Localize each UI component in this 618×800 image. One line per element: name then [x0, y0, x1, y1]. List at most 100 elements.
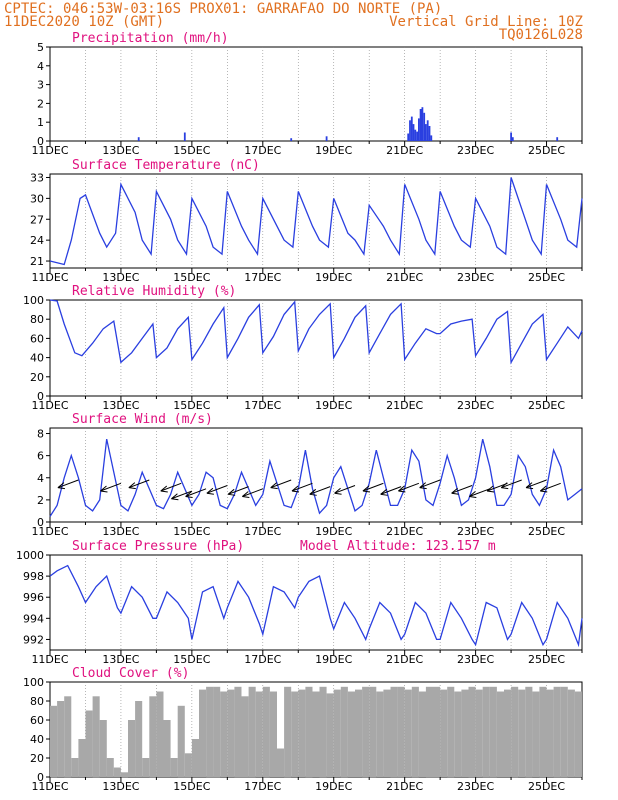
bar	[461, 689, 469, 777]
x-tick-label: 23DEC	[457, 144, 494, 157]
y-tick-label: 30	[30, 192, 44, 205]
bar	[137, 137, 140, 141]
wind-arrow-shaft	[171, 490, 193, 500]
y-tick-label: 996	[23, 591, 44, 604]
bar	[409, 120, 411, 141]
wind-arrow-shaft	[128, 479, 150, 489]
header: CPTEC: 046:53W-03:16S PROX01: GARRAFAO D…	[4, 1, 583, 43]
bar	[319, 686, 327, 778]
x-tick-label: 15DEC	[173, 780, 210, 793]
wind-arrow-head	[469, 491, 477, 499]
wind-arrow-head	[242, 491, 250, 499]
bar	[206, 686, 214, 778]
series-line	[49, 564, 583, 648]
x-tick-label: 15DEC	[173, 271, 210, 284]
bar	[183, 132, 186, 141]
wind-arrow-head	[171, 493, 179, 501]
wind-arrow-head	[57, 482, 65, 490]
bar	[447, 686, 455, 778]
x-tick-label: 17DEC	[244, 144, 281, 157]
wind-arrow-shaft	[540, 482, 561, 492]
bar	[325, 136, 328, 141]
x-tick-label: 23DEC	[457, 653, 494, 666]
bar	[411, 686, 419, 778]
bar	[407, 133, 410, 141]
y-tick-label: 2	[37, 494, 44, 507]
bar	[412, 124, 415, 141]
x-tick-label: 13DEC	[102, 653, 139, 666]
bar	[135, 701, 143, 777]
x-tick-label: 21DEC	[386, 780, 423, 793]
wind-arrow-shaft	[206, 485, 228, 494]
x-tick-label: 13DEC	[102, 399, 139, 412]
x-tick-label: 25DEC	[528, 525, 565, 538]
panel-title: Surface Wind (m/s)	[72, 412, 213, 427]
x-tick-label: 25DEC	[528, 653, 565, 666]
bar	[298, 689, 306, 777]
bar	[510, 132, 512, 141]
x-tick-label: 25DEC	[528, 144, 565, 157]
y-tick-label: 20	[30, 752, 44, 765]
y-tick-label: 0	[37, 516, 44, 529]
bar	[410, 116, 413, 141]
wind-arrow-head	[185, 491, 193, 499]
y-tick-label: 994	[23, 612, 44, 625]
bar	[163, 720, 171, 777]
x-tick-label: 21DEC	[386, 399, 423, 412]
bar	[262, 686, 270, 778]
x-tick-label: 25DEC	[528, 780, 565, 793]
wind-arrow-head	[398, 485, 406, 493]
wind-arrow-shaft	[185, 488, 207, 497]
bar	[78, 739, 86, 777]
panel-title: Relative Humidity (%)	[72, 284, 236, 299]
bar	[269, 691, 277, 777]
y-tick-label: 24	[30, 234, 44, 247]
x-tick-label: 17DEC	[244, 780, 281, 793]
wind-arrow-shaft	[227, 486, 249, 495]
bar	[128, 720, 136, 777]
panel-1: 0 1 2 3 4 5 11DEC 13DEC 15DEC 17DEC 19DEC 21DEC 23DE…	[31, 31, 583, 157]
x-tick-label: 23DEC	[457, 780, 494, 793]
y-tick-label: 33	[30, 171, 44, 184]
y-tick-label: 1000	[16, 549, 44, 562]
x-tick-label: 19DEC	[315, 653, 352, 666]
panel-5: 992 994 996 998 1000 11DEC 13DEC 15DEC 17DEC 19DE…	[16, 539, 583, 666]
panel-4: 0 2 4 6 8 11DEC 13DEC 15DEC 17DEC 19DEC 21DEC 23DEC…	[31, 412, 583, 538]
bar	[64, 696, 72, 778]
y-tick-label: 100	[23, 294, 44, 307]
wind-arrow-shaft	[291, 482, 313, 492]
series-line	[49, 299, 583, 365]
bar	[574, 691, 582, 777]
plot-frame	[49, 173, 583, 269]
bar	[220, 691, 228, 777]
y-tick-label: 3	[37, 79, 44, 92]
y-tick-label: 21	[30, 255, 44, 268]
plot-frame	[49, 427, 583, 523]
y-tick-label: 998	[23, 570, 44, 583]
x-tick-label: 17DEC	[244, 399, 281, 412]
bar	[482, 686, 490, 778]
wind-arrow-shaft	[242, 488, 263, 497]
x-tick-label: 15DEC	[173, 525, 210, 538]
wind-arrow-shaft	[100, 482, 122, 492]
bar	[333, 689, 341, 777]
x-tick-label: 21DEC	[386, 653, 423, 666]
x-tick-label: 23DEC	[457, 399, 494, 412]
y-tick-label: 5	[37, 41, 44, 54]
wind-arrow-head	[419, 482, 427, 490]
bar	[376, 691, 384, 777]
wind-arrow-head	[270, 482, 278, 490]
bar	[369, 686, 377, 778]
x-tick-label: 19DEC	[315, 144, 352, 157]
bar	[546, 689, 554, 777]
bar	[425, 686, 433, 778]
bar	[397, 686, 405, 778]
bar	[199, 689, 207, 777]
x-tick-label: 17DEC	[244, 525, 281, 538]
y-tick-label: 60	[30, 332, 44, 345]
bar	[518, 689, 526, 777]
wind-arrow-head	[309, 488, 317, 496]
y-tick-label: 0	[37, 135, 44, 148]
bar	[433, 686, 441, 778]
